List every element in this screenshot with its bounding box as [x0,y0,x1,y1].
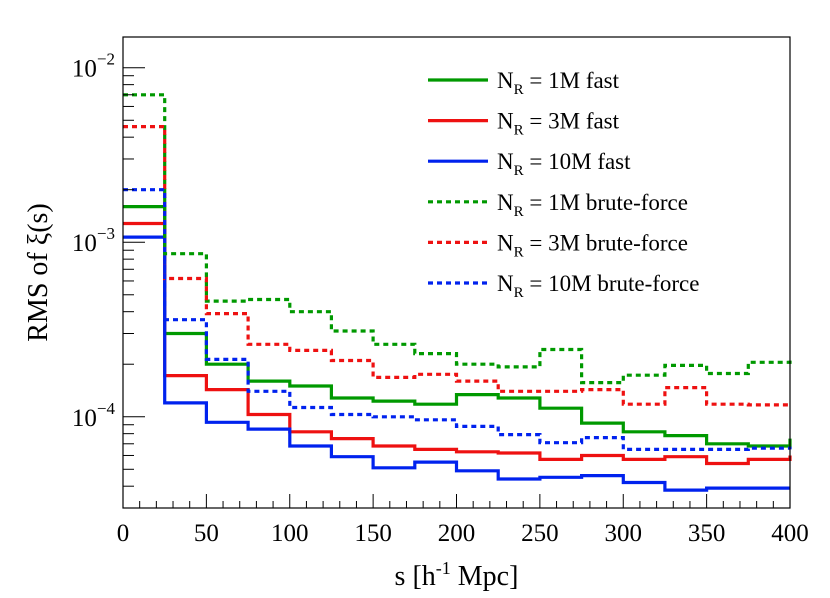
series-line-10m-fast [123,235,790,492]
x-axis-label-sup: -1 [436,558,451,578]
y-axis-label-xi: ξ [23,233,54,245]
x-tick-label: 300 [605,520,643,547]
series-line-3m-fast [123,221,792,466]
legend-entry: NR = 1M fast [497,68,620,98]
y-tick-base: 10 [72,56,97,83]
y-tick-base: 10 [72,405,97,432]
legend-entry-n: N [497,271,514,296]
y-tick-exponent: −3 [97,224,115,243]
series-line-3m-brute-force [123,125,792,407]
legend-entry: NR = 10M brute-force [497,271,699,301]
legend-entry-n: N [497,109,514,134]
y-tick-label: 10−4 [72,399,116,432]
legend-entry-text: = 3M fast [524,109,620,134]
x-axis-label: s [h-1 Mpc] [395,558,519,592]
legend-entry: NR = 1M brute-force [497,190,688,220]
y-axis-label: RMS of ξ(s) [23,203,54,342]
x-tick-label: 100 [271,520,309,547]
legend-entry-n: N [497,190,514,215]
legend-entry-subscript: R [514,204,524,220]
legend-entry-text: = 10M fast [524,149,631,174]
series-layer [123,93,792,492]
legend-entry: NR = 10M fast [497,149,631,179]
legend-entry-text: = 10M brute-force [524,271,700,296]
legend-entry-n: N [497,230,514,255]
legend-entry-subscript: R [514,244,524,260]
legend-entry-text: = 1M brute-force [524,190,688,215]
y-axis-label-main: RMS of [23,245,54,341]
x-tick-label: 0 [117,520,130,547]
legend-entry-n: N [497,149,514,174]
legend-entry-subscript: R [514,285,524,301]
legend-entry-text: = 3M brute-force [524,230,688,255]
series-line-1m-fast [123,205,792,448]
legend-entry-subscript: R [514,163,524,179]
x-tick-label: 350 [688,520,726,547]
y-axis-label-tail: (s) [23,203,54,233]
y-tick-exponent: −4 [97,399,116,418]
x-axis-label-main: s [h [395,561,436,592]
x-tick-label: 50 [194,520,219,547]
legend-entry-subscript: R [514,123,524,139]
x-axis-label-tail: Mpc] [451,561,519,592]
legend-entry-n: N [497,68,514,93]
legend-entry-text: = 1M fast [524,68,620,93]
legend-entry-subscript: R [514,82,524,98]
x-tick-label: 400 [771,520,809,547]
x-tick-label: 200 [438,520,476,547]
y-tick-label: 10−3 [72,224,115,257]
y-tick-label: 10−2 [72,50,115,83]
x-tick-label: 150 [354,520,392,547]
legend-entry: NR = 3M brute-force [497,230,688,260]
y-tick-exponent: −2 [97,50,115,69]
legend-entry: NR = 3M fast [497,109,620,139]
x-tick-label: 250 [521,520,559,547]
series-line-1m-brute-force [123,93,792,385]
series-line-10m-brute-force [123,188,792,451]
y-tick-base: 10 [72,230,97,257]
